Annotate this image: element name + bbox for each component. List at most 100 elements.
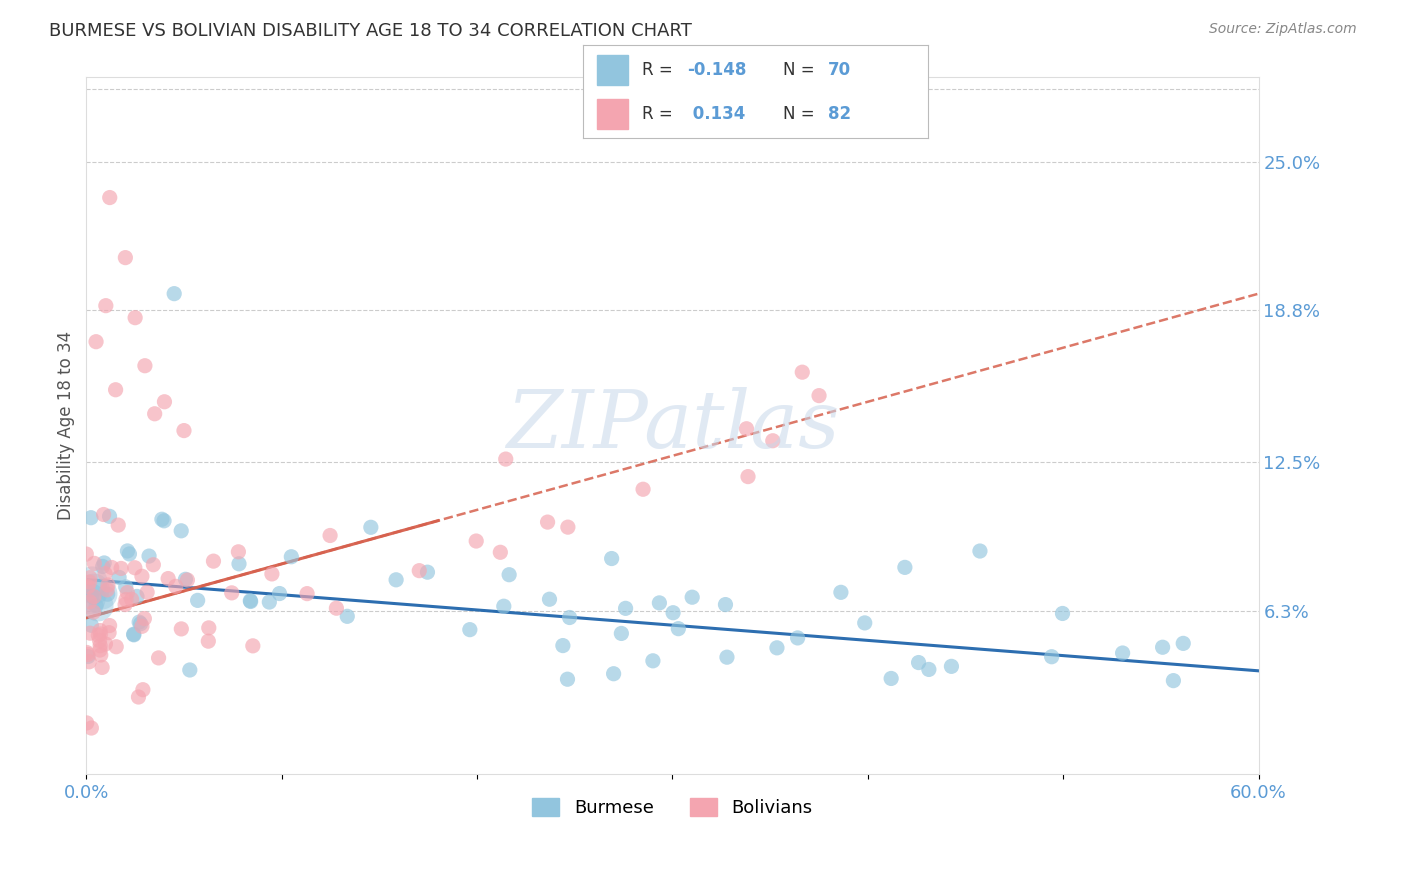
Point <box>94 637 117 651</box>
Point <box>129 616 152 631</box>
Legend: Burmese, Bolivians: Burmese, Bolivians <box>524 790 820 824</box>
Point <box>122 628 145 642</box>
Point <box>150 512 173 526</box>
Point <box>89 643 111 657</box>
Point <box>142 558 165 572</box>
Point <box>79 571 101 585</box>
Point <box>465 534 488 549</box>
Point <box>360 520 382 534</box>
Point <box>132 682 155 697</box>
Point <box>114 598 136 612</box>
Point <box>79 626 101 640</box>
Point <box>737 469 759 483</box>
Point <box>80 510 103 524</box>
Point <box>83 557 105 571</box>
Point <box>880 672 903 686</box>
Point <box>121 592 143 607</box>
Text: N =: N = <box>783 61 820 78</box>
Point <box>894 560 917 574</box>
Point <box>77 580 100 594</box>
Point <box>117 544 139 558</box>
Point <box>122 627 145 641</box>
Point <box>124 310 146 325</box>
Point <box>221 586 243 600</box>
Text: BURMESE VS BOLIVIAN DISABILITY AGE 18 TO 34 CORRELATION CHART: BURMESE VS BOLIVIAN DISABILITY AGE 18 TO… <box>49 22 692 40</box>
Point <box>79 595 101 609</box>
Point <box>1040 649 1063 664</box>
Text: Source: ZipAtlas.com: Source: ZipAtlas.com <box>1209 22 1357 37</box>
Point <box>325 601 347 615</box>
Point <box>716 650 738 665</box>
Point <box>830 585 852 599</box>
Point <box>131 569 153 583</box>
Point <box>125 590 148 604</box>
Point <box>136 585 159 599</box>
Point <box>239 594 262 608</box>
Point <box>110 561 132 575</box>
Point <box>83 590 105 604</box>
Point <box>114 251 136 265</box>
Point <box>87 599 110 613</box>
Point <box>108 570 131 584</box>
Point <box>385 573 408 587</box>
Y-axis label: Disability Age 18 to 34: Disability Age 18 to 34 <box>58 331 75 520</box>
Point <box>98 618 121 632</box>
Point <box>681 591 703 605</box>
Point <box>557 672 579 686</box>
Point <box>80 721 103 735</box>
Point <box>87 628 110 642</box>
Point <box>75 547 97 561</box>
Point <box>408 564 430 578</box>
Point <box>89 633 111 648</box>
Point <box>260 566 283 581</box>
Point <box>202 554 225 568</box>
Point <box>239 593 262 607</box>
Point <box>76 648 98 662</box>
Point <box>100 560 122 574</box>
Point <box>170 524 193 538</box>
Point <box>94 299 117 313</box>
Point <box>458 623 481 637</box>
Point <box>89 624 111 638</box>
Point <box>602 666 624 681</box>
Point <box>197 634 219 648</box>
Point <box>228 557 250 571</box>
Point <box>124 560 146 574</box>
Point <box>104 383 127 397</box>
Point <box>666 622 689 636</box>
Point <box>94 566 117 581</box>
Point <box>153 394 176 409</box>
Point <box>90 587 112 601</box>
Point <box>1152 640 1174 655</box>
Point <box>336 609 359 624</box>
Point <box>197 621 219 635</box>
Point <box>80 589 103 603</box>
Point <box>259 595 281 609</box>
Point <box>269 586 291 600</box>
Point <box>83 582 105 596</box>
Bar <box>598 55 628 85</box>
Text: ZIPatlas: ZIPatlas <box>506 387 839 465</box>
Point <box>1111 646 1133 660</box>
Point <box>662 606 685 620</box>
Point <box>551 639 574 653</box>
Point <box>84 334 107 349</box>
Point <box>179 663 201 677</box>
Point <box>766 640 789 655</box>
Point <box>134 611 156 625</box>
Point <box>853 615 876 630</box>
Point <box>762 434 785 448</box>
Point <box>89 639 111 653</box>
Point <box>295 587 318 601</box>
Point <box>641 654 664 668</box>
Point <box>138 549 160 563</box>
Point <box>114 580 136 594</box>
Point <box>792 365 814 379</box>
Text: 82: 82 <box>828 105 851 123</box>
Point <box>157 572 180 586</box>
Point <box>91 559 114 574</box>
Point <box>79 574 101 589</box>
Point <box>143 407 166 421</box>
Point <box>90 627 112 641</box>
Point <box>127 690 149 704</box>
